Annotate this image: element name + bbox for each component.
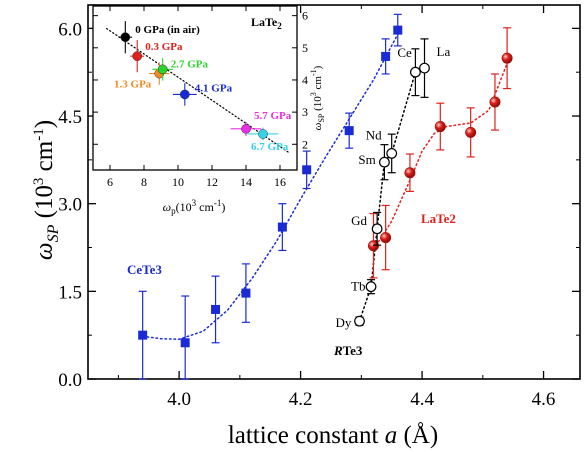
inset-point-label: 0.3 GPa [145,41,183,53]
x-tick-label: 4.6 [532,389,556,410]
data-point-rte3 [379,156,390,168]
data-point-late2 [434,121,446,133]
inset-data-point [132,51,143,62]
rte3-label: RTe3 [333,343,363,358]
inset-y-axis-title: ωSP (103 cm-1) [309,65,326,130]
inset-y-tick-label: 2 [302,137,308,151]
element-label: Sm [358,152,375,167]
inset-x-tick-label: 8 [141,175,147,189]
svg-text:ωSP (103 cm-1): ωSP (103 cm-1) [309,65,326,130]
data-point-cete3 [393,25,403,35]
data-point-rte3 [371,223,383,235]
element-label: Dy [336,315,352,330]
inset-y-tick-label: 6 [302,9,308,23]
data-point-cete3 [180,338,190,348]
inset-chart: 6 8 10 12 14 16 2 3 4 5 6 0 GPa (in air) 0.3 GPa 1.3 … [93,6,308,189]
inset-point-label: 2.7 GPa [171,58,209,70]
data-point-rte3 [419,62,430,74]
data-point-late2 [380,232,392,244]
data-point-late2 [489,96,501,108]
data-point-cete3 [277,222,287,232]
inset-x-tick-label: 12 [206,175,218,189]
inset-data-point [179,89,190,100]
element-label: Nd [366,127,382,142]
data-point-late2 [404,167,416,179]
x-tick-label: 4.0 [167,389,191,410]
inset-x-tick-label: 6 [107,175,113,189]
cete3-label: CeTe3 [127,262,162,277]
fit-curve-cete3 [141,33,399,341]
inset-point-label: 1.3 GPa [114,79,152,91]
data-point-late2 [501,52,513,64]
data-point-cete3 [211,304,221,314]
inset-point-label: 6.7 GPa [251,141,289,153]
y-tick-label: 1.5 [58,282,82,303]
data-point-rte3 [409,66,421,78]
main-plot-frame [87,4,581,380]
y-tick-label: 6.0 [58,19,82,40]
main-y-axis-title: ωSP (103 cm-1) [31,120,62,260]
inset-x-tick-label: 14 [240,175,252,189]
inset-y-tick-label: 5 [302,41,308,55]
element-label: Tb [351,279,365,294]
inset-data-point [241,123,251,134]
element-label: La [437,44,451,59]
fit-curve-late2 [372,62,508,251]
element-label: Ce [397,45,412,60]
main-x-axis-title: lattice constant a (Å) [228,422,438,449]
data-point-rte3 [354,315,365,327]
inset-data-point [157,64,168,75]
data-point-cete3 [138,330,148,340]
data-point-rte3 [386,148,398,159]
svg-text:ωSP (103 cm-1): ωSP (103 cm-1) [31,120,62,260]
data-point-cete3 [241,288,251,298]
main-chart: 0.0 1.5 3.0 4.5 6.0 4.0 4.2 4.4 4.6 Dy Tb Gd Sm Nd Ce L… [58,5,580,410]
x-tick-label: 4.4 [410,389,434,410]
inset-y-tick-label: 4 [302,73,308,87]
y-tick-label: 3.0 [58,195,82,216]
inset-plot-frame [92,5,298,171]
data-point-cete3 [381,51,391,61]
element-label: Gd [351,213,367,228]
inset-y-tick-label: 3 [302,105,308,119]
inset-point-label: 5.7 GPa [254,110,292,122]
inset-x-tick-label: 10 [172,175,184,189]
late2-label: LaTe2 [421,211,456,226]
y-tick-label: 0.0 [58,370,82,391]
data-point-rte3 [365,281,377,293]
data-point-cete3 [344,126,354,136]
x-tick-label: 4.2 [289,389,313,410]
inset-x-axis-title: ωp(103 cm-1) [163,198,226,216]
inset-point-label: 4.1 GPa [195,82,233,94]
inset-title: LaTe2 [251,15,282,31]
data-point-late2 [465,126,477,138]
inset-data-point [120,32,131,43]
data-point-cete3 [302,165,312,175]
inset-x-tick-label: 16 [274,175,286,189]
inset-point-label: 0 GPa (in air) [135,24,200,36]
inset-data-point [258,129,268,139]
y-tick-label: 4.5 [58,107,82,128]
